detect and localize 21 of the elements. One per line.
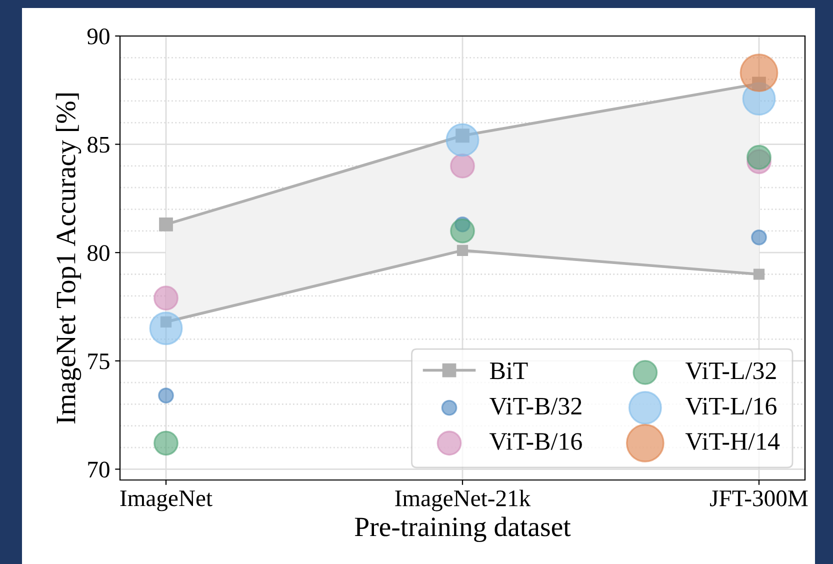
x-tick-label: ImageNet bbox=[120, 490, 212, 512]
y-tick-label: 70 bbox=[88, 462, 110, 478]
legend-label: ViT-L/16 bbox=[685, 398, 776, 415]
legend-label: BiT bbox=[490, 362, 528, 380]
x-axis-title: Pre-training dataset bbox=[354, 516, 571, 542]
x-tick-label: JFT-300M bbox=[710, 490, 808, 506]
legend-label: ViT-B/32 bbox=[490, 398, 582, 415]
point bbox=[159, 217, 173, 232]
x-tick-label: ImageNet-21k bbox=[395, 490, 531, 512]
legend-label: ViT-H/14 bbox=[685, 433, 780, 450]
point bbox=[160, 316, 172, 328]
y-axis-title: ImageNet Top1 Accuracy [%] bbox=[56, 94, 82, 424]
point bbox=[753, 268, 765, 280]
y-tick-label: 85 bbox=[88, 136, 110, 153]
point bbox=[456, 244, 468, 256]
point bbox=[752, 76, 766, 91]
y-tick-label: 75 bbox=[88, 354, 110, 370]
y-tick-label: 90 bbox=[87, 28, 110, 44]
legend-label: ViT-L/32 bbox=[685, 362, 776, 380]
legend-label: ViT-B/16 bbox=[490, 433, 582, 450]
y-tick-label: 80 bbox=[88, 245, 110, 262]
